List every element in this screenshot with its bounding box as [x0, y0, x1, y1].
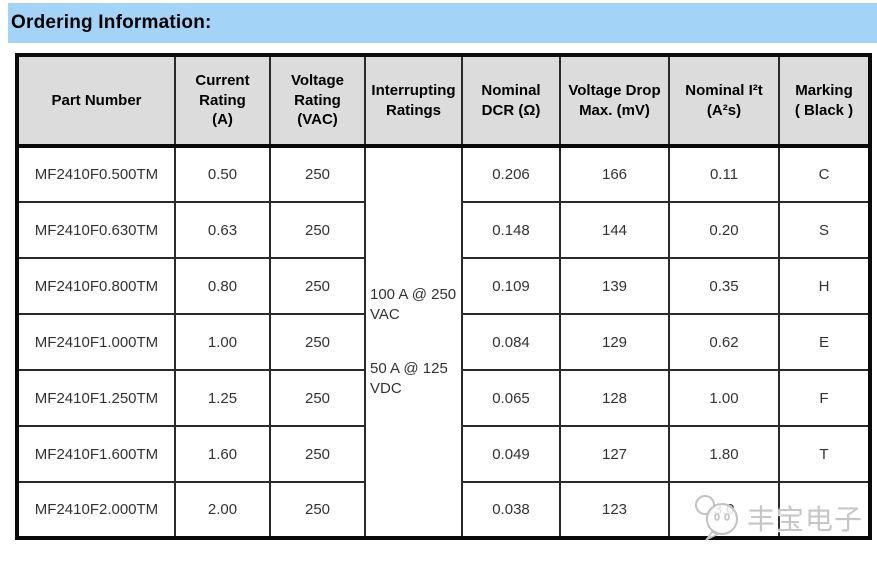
- interrupting-rating-line: 100 A @ 250 VAC: [370, 286, 457, 324]
- cell-marking: S: [778, 201, 871, 259]
- cell-part: MF2410F1.000TM: [16, 313, 176, 371]
- header-line: Current: [195, 71, 250, 89]
- header-line: Nominal: [481, 81, 541, 99]
- col-header-voltage: Voltage Rating (VAC): [269, 54, 366, 148]
- header-line: Interrupting: [371, 81, 456, 99]
- table-row: MF2410F1.600TM 1.60 250 0.049 127 1.80 T: [16, 425, 871, 483]
- cell-dcr: 0.206: [461, 145, 561, 203]
- cell-dcr: 0.109: [461, 257, 561, 315]
- cell-marking: F: [778, 369, 871, 427]
- cell-vdrop: 128: [559, 369, 670, 427]
- header-line: Voltage Drop: [568, 81, 661, 99]
- cell-marking: E: [778, 313, 871, 371]
- cell-voltage: 250: [269, 145, 366, 203]
- header-line: Voltage: [290, 71, 345, 89]
- cell-vdrop: 123: [559, 481, 670, 539]
- cell-vdrop: 139: [559, 257, 670, 315]
- cell-dcr: 0.084: [461, 313, 561, 371]
- cell-current: 1.60: [174, 425, 271, 483]
- header-line: Rating: [294, 91, 341, 109]
- cell-i2t: 0.11: [668, 145, 780, 203]
- ordering-information-table: Part Number Current Rating (A) Voltage Rating…: [15, 53, 872, 540]
- table-row: MF2410F0.800TM 0.80 250 0.109 139 0.35 H: [16, 257, 871, 315]
- cell-dcr: 0.065: [461, 369, 561, 427]
- header-line: (VAC): [297, 111, 338, 129]
- cell-i2t: 0.35: [668, 257, 780, 315]
- interrupting-rating-line: 50 A @ 125 VDC: [370, 359, 448, 397]
- cell-marking: C: [778, 145, 871, 203]
- cell-part: MF2410F2.000TM: [16, 481, 176, 539]
- cell-voltage: 250: [269, 425, 366, 483]
- cell-i2t: 3.0: [668, 481, 780, 539]
- col-header-current: Current Rating (A): [174, 54, 271, 148]
- table-row: MF2410F2.000TM 2.00 250 0.038 123 3.0: [16, 481, 871, 539]
- cell-voltage: 250: [269, 257, 366, 315]
- header-line: Ratings: [385, 101, 441, 119]
- cell-dcr: 0.038: [461, 481, 561, 539]
- col-header-dcr: Nominal DCR (Ω): [461, 54, 561, 148]
- col-header-i2t: Nominal I²t (A²s): [668, 54, 780, 148]
- cell-vdrop: 127: [559, 425, 670, 483]
- cell-current: 2.00: [174, 481, 271, 539]
- col-header-part: Part Number: [16, 54, 176, 148]
- cell-voltage: 250: [269, 201, 366, 259]
- cell-marking: [778, 481, 871, 539]
- cell-part: MF2410F1.250TM: [16, 369, 176, 427]
- cell-i2t: 0.62: [668, 313, 780, 371]
- cell-i2t: 1.80: [668, 425, 780, 483]
- cell-dcr: 0.049: [461, 425, 561, 483]
- header-line: Max. (mV): [579, 101, 650, 119]
- header-line: Nominal I²t: [685, 81, 763, 99]
- cell-vdrop: 129: [559, 313, 670, 371]
- cell-current: 0.50: [174, 145, 271, 203]
- header-line: Rating: [199, 91, 246, 109]
- cell-current: 0.63: [174, 201, 271, 259]
- header-line: ( Black ): [794, 101, 854, 119]
- table-row: MF2410F0.630TM 0.63 250 0.148 144 0.20 S: [16, 201, 871, 259]
- table-row: MF2410F1.000TM 1.00 250 0.084 129 0.62 E: [16, 313, 871, 371]
- col-header-vdrop: Voltage Drop Max. (mV): [559, 54, 670, 148]
- col-header-marking: Marking ( Black ): [778, 54, 871, 148]
- cell-part: MF2410F0.500TM: [16, 145, 176, 203]
- table-header-row: Part Number Current Rating (A) Voltage Rating…: [16, 54, 871, 148]
- table-row: MF2410F0.500TM 0.50 250 100 A @ 250 VAC 50 A…: [16, 145, 871, 539]
- cell-interrupting-ratings: 100 A @ 250 VAC 50 A @ 125 VDC: [364, 145, 463, 539]
- header-line: (A²s): [706, 101, 742, 119]
- cell-current: 1.25: [174, 369, 271, 427]
- col-header-interrupting: Interrupting Ratings: [364, 54, 463, 148]
- cell-i2t: 0.20: [668, 201, 780, 259]
- cell-dcr: 0.148: [461, 201, 561, 259]
- cell-marking: H: [778, 257, 871, 315]
- cell-voltage: 250: [269, 481, 366, 539]
- cell-marking: T: [778, 425, 871, 483]
- header-line: DCR (Ω): [481, 101, 541, 119]
- section-title-bar: Ordering Information:: [8, 3, 877, 43]
- cell-i2t: 1.00: [668, 369, 780, 427]
- header-line: Part Number: [51, 91, 142, 109]
- header-line: Marking: [795, 81, 853, 99]
- cell-current: 1.00: [174, 313, 271, 371]
- cell-vdrop: 166: [559, 145, 670, 203]
- cell-voltage: 250: [269, 369, 366, 427]
- cell-current: 0.80: [174, 257, 271, 315]
- cell-part: MF2410F1.600TM: [16, 425, 176, 483]
- table-row: MF2410F1.250TM 1.25 250 0.065 128 1.00 F: [16, 369, 871, 427]
- page-title: Ordering Information:: [11, 12, 212, 33]
- cell-voltage: 250: [269, 313, 366, 371]
- header-line: (A): [212, 111, 233, 129]
- cell-part: MF2410F0.800TM: [16, 257, 176, 315]
- cell-part: MF2410F0.630TM: [16, 201, 176, 259]
- cell-vdrop: 144: [559, 201, 670, 259]
